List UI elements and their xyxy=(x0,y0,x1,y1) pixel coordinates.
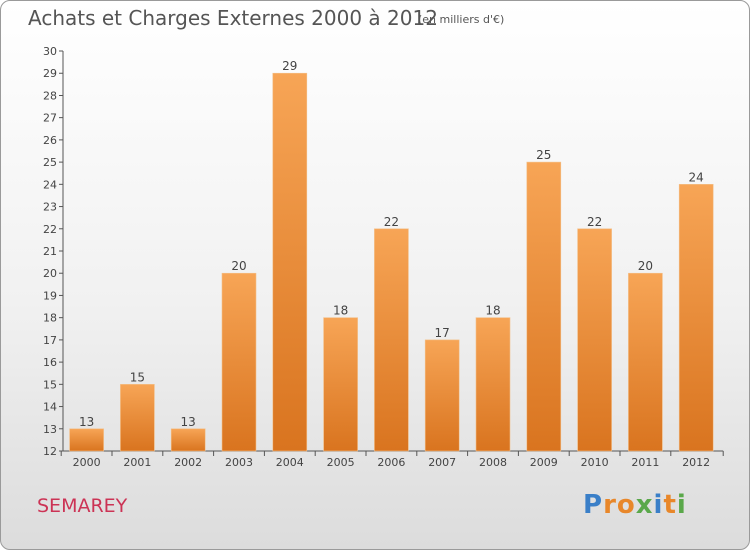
x-tick-label: 2000 xyxy=(73,456,101,469)
chart-title: Achats et Charges Externes 2000 à 2012 xyxy=(28,6,438,30)
chart-axes: 12 13 14 15 16 17 18 19 20 21 22 23 24 25 26 27 28 29 30 20… xyxy=(43,45,724,469)
bar xyxy=(69,428,104,452)
data-label: 22 xyxy=(587,215,602,229)
bar xyxy=(120,384,155,452)
data-label: 20 xyxy=(638,259,653,273)
data-label: 13 xyxy=(181,415,196,429)
y-tick-label: 20 xyxy=(43,267,57,280)
proxiti-logo: Proxiti xyxy=(583,490,687,520)
y-tick-label: 30 xyxy=(43,45,57,58)
y-tick-label: 29 xyxy=(43,67,57,80)
bar xyxy=(577,228,612,452)
logo-letter: r xyxy=(603,490,617,520)
bar xyxy=(272,72,308,452)
bar xyxy=(323,317,358,452)
bar xyxy=(526,161,562,452)
y-tick-label: 18 xyxy=(43,312,57,325)
logo-letter: t xyxy=(663,490,677,520)
y-tick-label: 12 xyxy=(43,445,57,458)
logo-letter: o xyxy=(616,490,636,520)
data-label: 25 xyxy=(536,148,551,162)
x-tick-label: 2003 xyxy=(225,456,253,469)
data-label: 22 xyxy=(384,215,399,229)
y-tick-label: 21 xyxy=(43,245,57,258)
data-label: 18 xyxy=(333,304,348,318)
y-tick-label: 19 xyxy=(43,289,57,302)
data-label: 18 xyxy=(485,304,500,318)
bar xyxy=(374,228,409,452)
y-tick-label: 22 xyxy=(43,223,57,236)
x-tick-label: 2001 xyxy=(123,456,151,469)
y-tick-label: 24 xyxy=(43,178,57,191)
data-label: 15 xyxy=(130,370,145,384)
y-tick-label: 23 xyxy=(43,201,57,214)
x-tick-label: 2012 xyxy=(682,456,710,469)
logo-letter: i xyxy=(653,490,664,520)
x-tick-label: 2006 xyxy=(377,456,405,469)
x-tick-label: 2011 xyxy=(631,456,659,469)
x-tick-label: 2008 xyxy=(479,456,507,469)
bar xyxy=(170,428,206,452)
chart-unit-note: (en milliers d'€) xyxy=(418,13,505,26)
x-tick-label: 2007 xyxy=(428,456,456,469)
chart-bars xyxy=(69,72,714,452)
y-tick-label: 16 xyxy=(43,356,57,369)
logo-letter: i xyxy=(676,490,687,520)
data-label: 13 xyxy=(79,415,94,429)
y-tick-label: 26 xyxy=(43,134,57,147)
chart-value-labels: 13 15 13 20 29 18 22 17 18 25 22 20 24 xyxy=(79,59,704,429)
data-label: 24 xyxy=(689,170,704,184)
commune-name: SEMAREY xyxy=(37,495,128,517)
bar xyxy=(678,184,714,452)
y-tick-label: 28 xyxy=(43,89,57,102)
logo-letter: x xyxy=(635,490,654,520)
x-tick-label: 2010 xyxy=(581,456,609,469)
data-label: 20 xyxy=(231,259,246,273)
x-tick-label: 2009 xyxy=(530,456,558,469)
x-tick-label: 2002 xyxy=(174,456,202,469)
bar xyxy=(475,317,511,452)
y-tick-label: 25 xyxy=(43,156,57,169)
y-tick-label: 13 xyxy=(43,423,57,436)
x-tick-label: 2004 xyxy=(276,456,304,469)
bar xyxy=(221,272,257,452)
bar xyxy=(424,339,460,452)
y-tick-label: 27 xyxy=(43,112,57,125)
x-tick-label: 2005 xyxy=(327,456,355,469)
y-tick-label: 17 xyxy=(43,334,57,347)
y-tick-label: 14 xyxy=(43,401,57,414)
bar xyxy=(628,272,663,452)
data-label: 29 xyxy=(282,59,297,73)
logo-letter: P xyxy=(583,490,604,520)
data-label: 17 xyxy=(435,326,450,340)
y-tick-label: 15 xyxy=(43,378,57,391)
